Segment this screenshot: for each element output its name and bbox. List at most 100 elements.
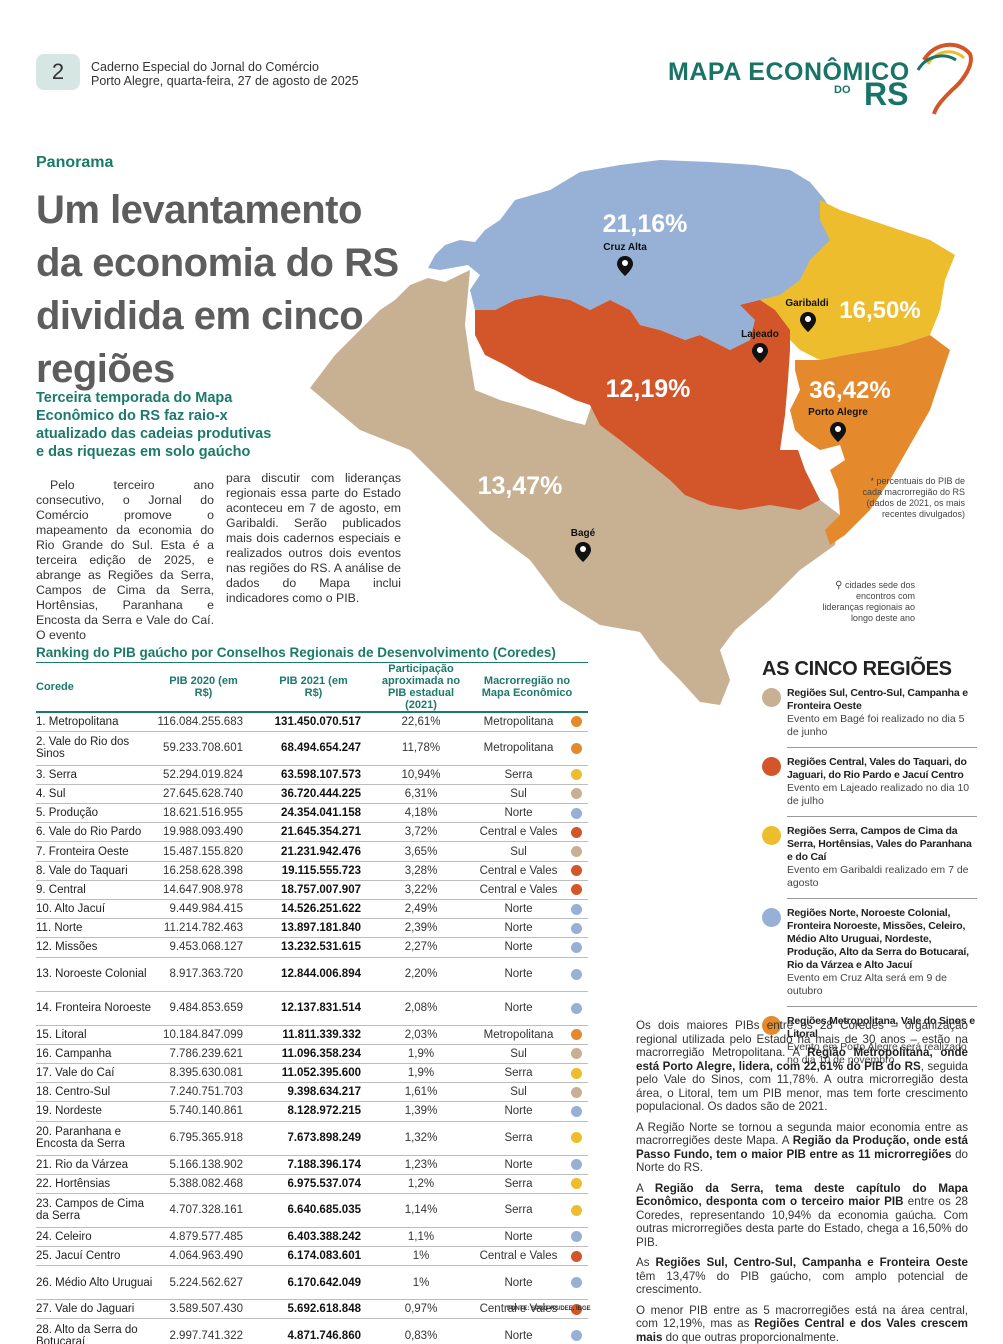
cell-pib2020: 11.214.782.463 — [156, 918, 251, 939]
legend-item-desc: Evento em Bagé foi realizado no dia 5 de… — [787, 713, 965, 738]
legend-title: AS CINCO REGIÕES — [762, 658, 952, 680]
legend-divider — [787, 898, 977, 899]
map-city-cruz-alta: Cruz Alta — [603, 242, 647, 253]
cell-pib2021: 21.231.942.476 — [251, 841, 376, 862]
cell-macrorregiao: Sul — [466, 1082, 571, 1103]
headline: Um levantamento da economia do RS dividi… — [36, 188, 399, 391]
cell-participacao: 6,31% — [376, 784, 466, 805]
table-source: FONTE: SPGG-RS/DEE, IBGE — [507, 1306, 591, 1312]
cell-pib2021: 13.232.531.615 — [251, 937, 376, 958]
cell-macrorregiao: Central e Vales — [466, 880, 571, 901]
cell-pib2021: 6.975.537.074 — [251, 1174, 376, 1194]
cell-pib2021: 11.811.339.332 — [251, 1025, 376, 1045]
legend-text: Regiões Metropolitana, Vale do Sinos e L… — [787, 1015, 977, 1067]
region-color-dot — [571, 1277, 582, 1289]
cell-region-dot — [571, 991, 588, 1026]
cell-pib2021: 18.757.007.907 — [251, 880, 376, 901]
region-color-dot — [571, 788, 582, 800]
region-south — [310, 270, 840, 705]
header-publication: Caderno Especial do Jornal do Comércio — [91, 60, 319, 74]
analysis-highlight: Regiões Central e dos Vales crescem mais — [636, 1317, 968, 1344]
cell-region-dot — [571, 937, 588, 958]
table-row: 13. Noroeste Colonial 8.917.363.720 12.844… — [36, 957, 588, 992]
analysis-text: entre os 28 Coredes, representando 10,94… — [636, 1195, 968, 1249]
map-city-porto-alegre: Porto Alegre — [808, 407, 868, 418]
page-header: Caderno Especial do Jornal do Comércio P… — [91, 60, 359, 88]
cell-participacao: 1,14% — [376, 1193, 466, 1228]
cell-pib2021: 6.170.642.049 — [251, 1265, 376, 1301]
cell-pib2021: 8.128.972.215 — [251, 1101, 376, 1122]
cell-pib2020: 19.988.093.490 — [156, 822, 251, 843]
cell-corede: 8. Vale do Taquari — [36, 861, 156, 881]
cell-region-dot — [571, 1082, 588, 1103]
legend-divider — [787, 747, 977, 748]
table-row: 25. Jacuí Centro 4.064.963.490 6.174.083.6… — [36, 1246, 588, 1267]
cell-macrorregiao: Norte — [466, 918, 571, 939]
region-color-dot — [571, 1048, 582, 1060]
legend-color-dot — [762, 688, 781, 707]
table-row: 6. Vale do Rio Pardo 19.988.093.490 21.645… — [36, 822, 588, 843]
legend-item: Regiões Central, Vales do Taquari, do Ja… — [762, 756, 977, 808]
analysis-text: , seguida pelo Vale do Sinos, com 11,78%… — [636, 1059, 968, 1114]
cell-pib2020: 7.786.239.621 — [156, 1044, 251, 1064]
body-column-1: Pelo terceiro ano consecutivo, o Jornal … — [36, 478, 214, 642]
cell-corede: 13. Noroeste Colonial — [36, 957, 156, 992]
cell-corede: 17. Vale do Caí — [36, 1063, 156, 1084]
cell-pib2020: 4.064.963.490 — [156, 1246, 251, 1267]
cell-region-dot — [571, 822, 588, 843]
cell-pib2020: 52.294.019.824 — [156, 765, 251, 785]
table-row: 14. Fronteira Noroeste 9.484.853.659 12.13… — [36, 991, 588, 1026]
cell-pib2020: 3.589.507.430 — [156, 1299, 251, 1320]
region-color-dot — [571, 922, 582, 934]
table-row: 28. Alto da Serra do Botucaraí 2.997.741.… — [36, 1318, 588, 1344]
cell-corede: 24. Celeiro — [36, 1227, 156, 1248]
region-color-dot — [571, 1105, 582, 1117]
cell-corede: 1. Metropolitana — [36, 712, 156, 732]
cell-pib2021: 12.137.831.514 — [251, 991, 376, 1026]
col-header-macrorregiao: Macrorregião no Mapa Econômico — [466, 662, 588, 713]
analysis-text: A — [636, 1181, 655, 1195]
cell-participacao: 3,65% — [376, 841, 466, 862]
region-color-dot — [571, 1132, 582, 1144]
cell-participacao: 1% — [376, 1246, 466, 1267]
legend-item-desc: Evento em Lajeado realizado no dia 10 de… — [787, 782, 970, 807]
cell-participacao: 2,27% — [376, 937, 466, 958]
cell-macrorregiao: Serra — [466, 765, 571, 785]
region-color-dot — [571, 1303, 582, 1315]
cell-pib2020: 5.224.562.627 — [156, 1265, 251, 1301]
cell-corede: 15. Litoral — [36, 1025, 156, 1045]
map-city-lajeado: Lajeado — [741, 329, 779, 340]
cell-corede: 27. Vale do Jaguari — [36, 1299, 156, 1320]
cell-corede: 3. Serra — [36, 765, 156, 785]
col-header-pib2020: PIB 2020 (em R$) — [156, 662, 251, 713]
map-pct-north: 21,16% — [603, 210, 688, 238]
cell-region-dot — [571, 1299, 588, 1320]
analysis-column: Os dois maiores PIBs entre os 28 Coredes… — [636, 1019, 968, 1344]
cell-macrorregiao: Norte — [466, 937, 571, 958]
map-pct-central: 12,19% — [606, 375, 691, 403]
cell-participacao: 3,72% — [376, 822, 466, 843]
legend-text: Regiões Sul, Centro-Sul, Campanha e Fron… — [787, 687, 977, 739]
cell-corede: 9. Central — [36, 880, 156, 901]
cell-participacao: 3,28% — [376, 861, 466, 881]
cell-participacao: 2,49% — [376, 899, 466, 920]
cell-participacao: 2,20% — [376, 957, 466, 992]
legend-color-dot — [762, 908, 781, 927]
region-color-dot — [571, 941, 582, 953]
analysis-highlight: Regiões Sul, Centro-Sul, Campanha e Fron… — [655, 1256, 968, 1269]
cell-pib2020: 16.258.628.398 — [156, 861, 251, 881]
cell-pib2021: 131.450.070.517 — [251, 712, 376, 732]
region-color-dot — [571, 1330, 582, 1342]
cell-participacao: 0,83% — [376, 1318, 466, 1344]
cell-pib2021: 19.115.555.723 — [251, 861, 376, 881]
cell-macrorregiao: Serra — [466, 1193, 571, 1228]
cell-region-dot — [571, 1227, 588, 1248]
table-row: 26. Médio Alto Uruguai 5.224.562.627 6.170… — [36, 1265, 588, 1301]
cell-participacao: 2,03% — [376, 1025, 466, 1045]
cell-macrorregiao: Sul — [466, 841, 571, 862]
legend-text: Regiões Central, Vales do Taquari, do Ja… — [787, 756, 977, 808]
cell-participacao: 1,1% — [376, 1227, 466, 1248]
analysis-text: Os dois maiores PIBs entre os 28 Coredes… — [636, 1019, 968, 1059]
cell-region-dot — [571, 1044, 588, 1064]
table-title: Ranking do PIB gaúcho por Conselhos Regi… — [36, 645, 556, 660]
